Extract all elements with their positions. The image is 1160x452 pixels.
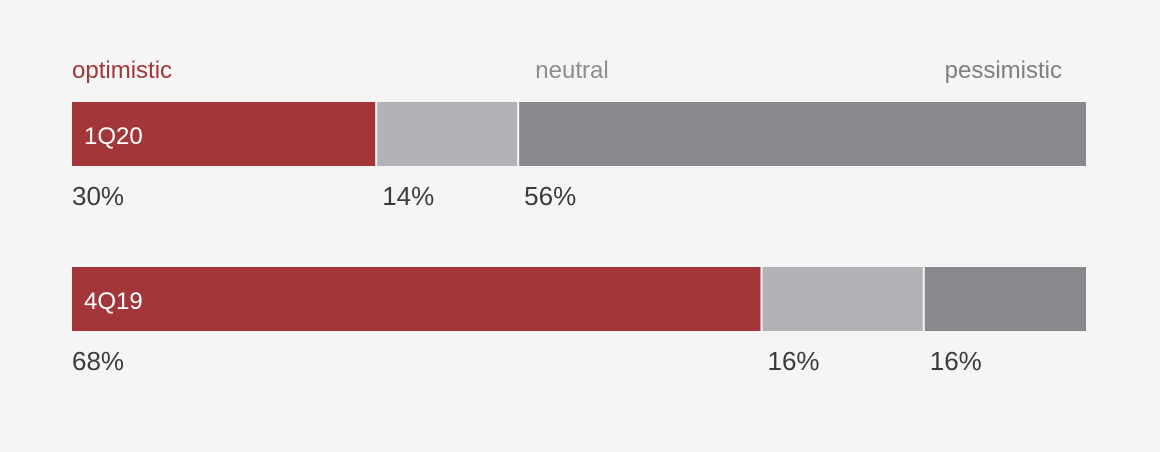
bar-segment-1q20-neutral	[377, 102, 518, 166]
legend-pessimistic: pessimistic	[945, 57, 1062, 84]
legend-neutral: neutral	[535, 57, 608, 84]
bar-segment-1q20-pessimistic	[519, 102, 1086, 166]
bar-segment-1q20-optimistic	[72, 102, 376, 166]
value-label-1q20-pessimistic: 56%	[524, 181, 576, 211]
value-label-1q20-optimistic: 30%	[72, 181, 124, 211]
value-label-4q19-pessimistic: 16%	[930, 346, 982, 376]
value-labels: 30% 14% 56% 68% 16% 16%	[72, 181, 982, 376]
value-label-4q19-neutral: 16%	[768, 346, 820, 376]
value-label-1q20-neutral: 14%	[382, 181, 434, 211]
legend-optimistic: optimistic	[72, 57, 172, 84]
category-labels: 1Q20 4Q19	[84, 123, 143, 315]
bar-segment-4q19-optimistic	[72, 267, 761, 331]
bars-group	[72, 102, 1086, 331]
bar-segment-4q19-neutral	[762, 267, 923, 331]
value-label-4q19-optimistic: 68%	[72, 346, 124, 376]
category-label-1q20: 1Q20	[84, 123, 143, 150]
bar-segment-4q19-pessimistic	[924, 267, 1086, 331]
legend: optimistic neutral pessimistic	[72, 57, 1062, 84]
category-label-4q19: 4Q19	[84, 288, 143, 315]
